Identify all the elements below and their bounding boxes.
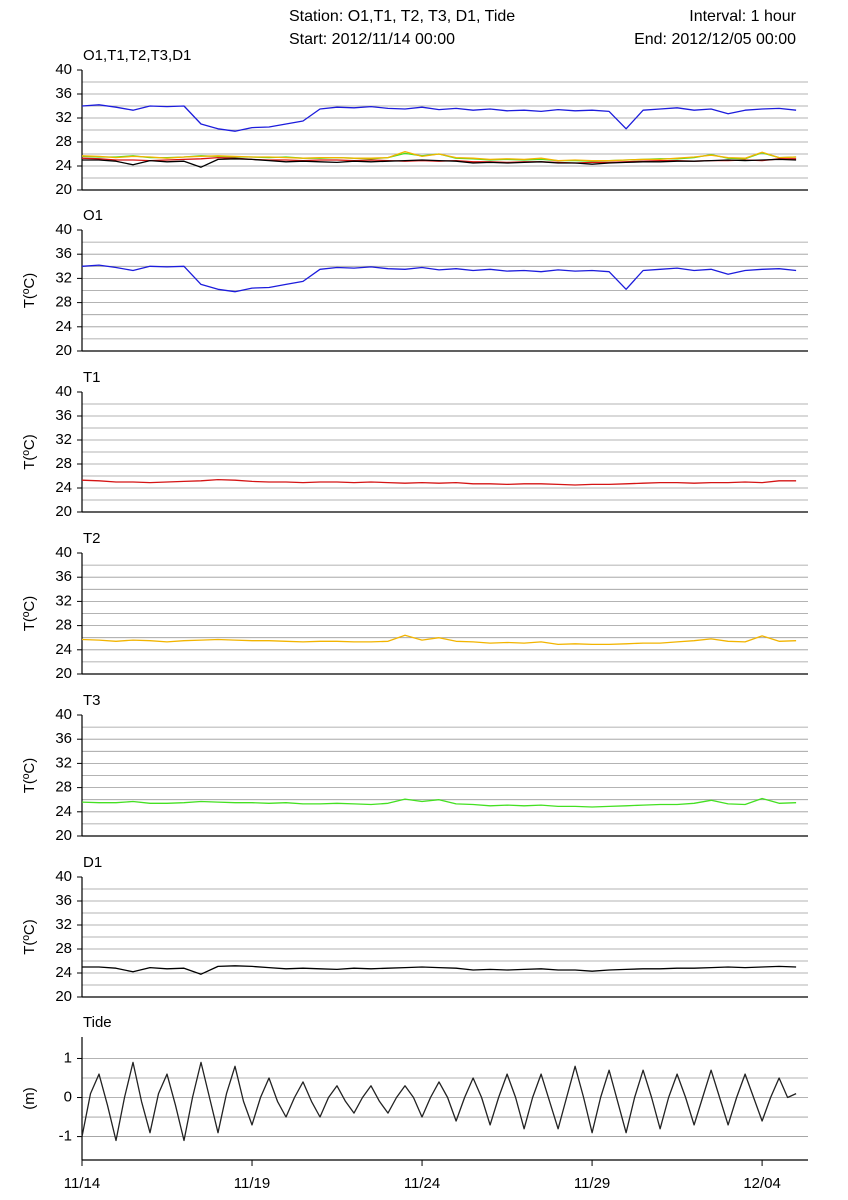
x-tick-label: 11/24: [404, 1175, 440, 1192]
y-tick-label: 32: [55, 916, 72, 933]
y-tick-label: 36: [55, 85, 72, 102]
x-tick-label: 12/04: [743, 1175, 781, 1192]
y-tick-label: 32: [55, 431, 72, 448]
y-tick-label: 24: [55, 157, 72, 174]
y-tick-label: 32: [55, 592, 72, 609]
y-tick-label: 40: [55, 706, 72, 723]
data-line: [81, 797, 797, 808]
y-tick-label: 28: [55, 779, 72, 796]
y-tick-label: 20: [55, 181, 72, 198]
y-tick-label: 0: [64, 1088, 72, 1105]
panel-title: D1: [83, 854, 102, 871]
y-tick-label: 24: [55, 318, 72, 335]
y-tick-label: 40: [55, 61, 72, 78]
y-tick-label: 20: [55, 988, 72, 1005]
y-axis-label: T(ºC): [21, 596, 38, 631]
y-tick-label: 28: [55, 455, 72, 472]
panel-title: O1,T1,T2,T3,D1: [83, 47, 191, 64]
y-tick-label: 36: [55, 568, 72, 585]
panel-title: T2: [83, 530, 101, 547]
data-line: [82, 158, 797, 168]
data-line: [81, 1061, 797, 1142]
y-tick-label: 40: [55, 868, 72, 885]
y-tick-label: 20: [55, 503, 72, 520]
y-axis-label: T(ºC): [21, 758, 38, 793]
y-tick-label: 36: [55, 407, 72, 424]
x-tick-label: 11/29: [574, 1175, 610, 1192]
data-line: [81, 634, 797, 646]
data-line: [81, 104, 797, 132]
y-tick-label: 28: [55, 294, 72, 311]
y-tick-label: 24: [55, 803, 72, 820]
data-line: [81, 150, 797, 162]
y-tick-label: 40: [55, 221, 72, 238]
x-tick-label: 11/19: [234, 1175, 270, 1192]
y-axis-label: T(ºC): [21, 434, 38, 469]
y-tick-label: 24: [55, 479, 72, 496]
y-tick-label: 32: [55, 109, 72, 126]
start-label: Start: 2012/11/14 00:00: [289, 31, 455, 48]
y-tick-label: 20: [55, 665, 72, 682]
y-tick-label: 40: [55, 383, 72, 400]
y-tick-label: 36: [55, 730, 72, 747]
y-tick-label: 32: [55, 269, 72, 286]
panel-title: T3: [83, 692, 101, 709]
y-axis-label: T(ºC): [21, 919, 38, 954]
panel-title: T1: [83, 369, 101, 386]
interval-label: Interval: 1 hour: [689, 8, 796, 25]
end-label: End: 2012/12/05 00:00: [634, 31, 796, 48]
y-tick-label: 28: [55, 133, 72, 150]
station-label: Station: O1,T1, T2, T3, D1, Tide: [289, 8, 515, 25]
y-axis-label: T(ºC): [21, 273, 38, 308]
y-tick-label: -1: [59, 1128, 72, 1145]
data-line: [81, 478, 797, 486]
x-tick-label: 11/14: [64, 1175, 100, 1192]
y-tick-label: 40: [55, 544, 72, 561]
y-axis-label: (m): [21, 1087, 38, 1110]
y-tick-label: 1: [64, 1049, 72, 1066]
y-tick-label: 36: [55, 892, 72, 909]
y-tick-label: 32: [55, 754, 72, 771]
data-line: [81, 264, 797, 293]
y-tick-label: 20: [55, 827, 72, 844]
panel-title: O1: [83, 207, 103, 224]
panel-title: Tide: [83, 1014, 112, 1031]
y-tick-label: 24: [55, 964, 72, 981]
y-tick-label: 36: [55, 245, 72, 262]
y-tick-label: 28: [55, 940, 72, 957]
y-tick-label: 28: [55, 617, 72, 634]
y-tick-label: 24: [55, 641, 72, 658]
y-tick-label: 20: [55, 342, 72, 359]
data-line: [82, 965, 797, 975]
